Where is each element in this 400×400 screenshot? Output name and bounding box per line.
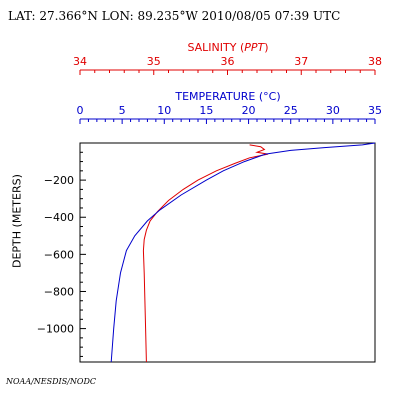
depth-tick-label: −400 <box>44 211 74 224</box>
salinity-tick-label: 38 <box>368 55 382 68</box>
temperature-profile-line <box>110 142 376 363</box>
depth-tick-label: −200 <box>44 174 74 187</box>
salinity-unit: PPT <box>244 41 265 54</box>
temperature-tick-label: 35 <box>368 104 382 117</box>
temperature-tick-label: 5 <box>119 104 126 117</box>
temperature-tick-label: 20 <box>242 104 256 117</box>
depth-tick-label: −800 <box>44 285 74 298</box>
credit-label: NOAA/NESDIS/NODC <box>6 377 96 386</box>
salinity-axis-title: SALINITY (PPT) <box>187 41 269 54</box>
chart-header: LAT: 27.366°N LON: 89.235°W 2010/08/05 0… <box>8 9 341 23</box>
salinity-tick-label: 36 <box>221 55 235 68</box>
depth-tick-label: −1000 <box>37 323 74 336</box>
temperature-unit: °C <box>263 90 277 103</box>
temperature-tick-label: 10 <box>157 104 171 117</box>
salinity-tick-label: 35 <box>147 55 161 68</box>
temperature-axis-title: TEMPERATURE (°C) <box>175 90 281 103</box>
salinity-tick-label: 34 <box>73 55 87 68</box>
salinity-profile-line <box>142 144 269 363</box>
temperature-tick-label: 25 <box>284 104 298 117</box>
temperature-tick-label: 15 <box>199 104 213 117</box>
salinity-tick-label: 37 <box>294 55 308 68</box>
temperature-tick-label: 0 <box>77 104 84 117</box>
depth-tick-label: −600 <box>44 248 74 261</box>
plot-frame <box>79 142 376 363</box>
temperature-tick-label: 30 <box>326 104 340 117</box>
